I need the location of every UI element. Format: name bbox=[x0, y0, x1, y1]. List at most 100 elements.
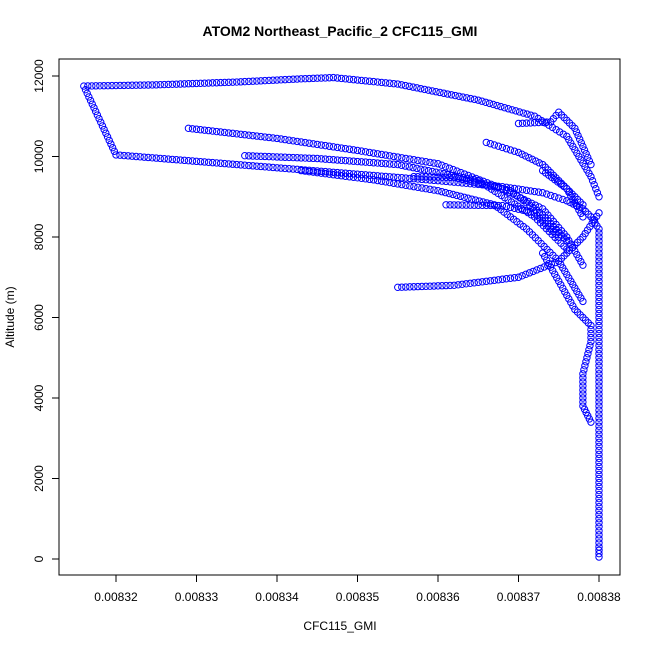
data-point bbox=[595, 273, 603, 281]
data-point bbox=[281, 164, 289, 173]
data-point bbox=[273, 134, 281, 143]
data-point bbox=[200, 126, 209, 134]
x-tick-label: 0.00834 bbox=[255, 590, 299, 604]
data-point bbox=[482, 201, 490, 210]
data-point bbox=[168, 80, 177, 88]
data-point bbox=[595, 454, 603, 463]
data-point bbox=[229, 78, 237, 86]
x-axis-ticks: 0.00832 0.00833 0.00834 0.00835 0.00836 0.008… bbox=[94, 575, 621, 604]
data-point bbox=[265, 76, 273, 85]
data-point bbox=[108, 143, 117, 152]
data-point bbox=[534, 118, 543, 127]
data-point bbox=[450, 173, 458, 182]
data-point bbox=[406, 283, 414, 291]
data-point bbox=[443, 90, 452, 98]
data-point bbox=[595, 193, 603, 201]
data-point bbox=[409, 83, 417, 91]
data-point bbox=[555, 128, 564, 136]
data-point bbox=[474, 96, 482, 104]
data-point bbox=[502, 145, 511, 153]
data-point bbox=[261, 163, 269, 171]
data-point bbox=[144, 153, 152, 162]
data-point bbox=[397, 161, 406, 170]
data-point bbox=[595, 535, 603, 543]
data-point bbox=[249, 162, 257, 170]
data-point bbox=[595, 418, 603, 426]
data-point bbox=[361, 148, 370, 156]
data-point bbox=[577, 209, 585, 218]
data-point bbox=[192, 125, 201, 133]
data-point bbox=[582, 358, 590, 366]
data-point bbox=[579, 374, 587, 382]
data-point bbox=[88, 82, 96, 90]
data-point bbox=[595, 502, 603, 511]
data-point bbox=[136, 153, 144, 161]
data-point bbox=[551, 270, 559, 278]
data-point bbox=[229, 160, 237, 168]
data-point bbox=[428, 87, 436, 95]
data-point bbox=[349, 157, 358, 165]
data-point bbox=[394, 283, 402, 292]
data-point bbox=[285, 136, 293, 144]
data-point bbox=[445, 164, 454, 172]
data-point bbox=[200, 158, 209, 166]
data-point bbox=[317, 141, 325, 149]
data-point bbox=[293, 137, 301, 146]
data-point bbox=[595, 257, 603, 265]
data-point bbox=[595, 309, 603, 318]
data-point bbox=[104, 81, 112, 90]
data-point bbox=[97, 118, 105, 126]
data-point bbox=[493, 101, 501, 110]
data-point bbox=[569, 302, 577, 310]
data-point bbox=[325, 74, 334, 82]
data-point bbox=[241, 151, 249, 160]
data-point bbox=[386, 79, 394, 87]
data-point bbox=[555, 277, 563, 285]
data-point bbox=[397, 81, 406, 89]
data-point bbox=[305, 154, 313, 162]
data-point bbox=[522, 207, 531, 215]
data-point bbox=[450, 281, 458, 289]
data-point bbox=[595, 346, 603, 354]
x-tick-label: 0.00838 bbox=[577, 590, 621, 604]
data-point bbox=[394, 160, 402, 169]
data-point bbox=[442, 177, 450, 186]
data-point bbox=[321, 169, 329, 178]
data-point bbox=[514, 119, 523, 128]
data-point bbox=[582, 149, 590, 158]
data-point bbox=[434, 160, 442, 168]
data-point bbox=[583, 354, 591, 362]
data-point bbox=[377, 172, 386, 180]
data-point bbox=[188, 125, 197, 133]
data-point bbox=[595, 241, 603, 249]
data-point bbox=[349, 75, 358, 84]
data-point bbox=[413, 84, 421, 92]
data-point bbox=[313, 168, 321, 177]
data-point bbox=[84, 82, 92, 90]
data-point bbox=[381, 151, 390, 159]
data-point bbox=[590, 180, 598, 189]
data-point bbox=[402, 181, 410, 189]
data-point bbox=[575, 254, 583, 262]
data-point bbox=[349, 173, 358, 181]
data-point bbox=[470, 279, 478, 287]
data-point bbox=[369, 171, 378, 180]
data-point bbox=[530, 187, 539, 196]
data-point bbox=[192, 157, 201, 166]
data-point bbox=[309, 168, 317, 176]
data-point bbox=[353, 146, 362, 155]
data-point bbox=[369, 77, 378, 86]
data-point bbox=[233, 78, 241, 86]
data-point bbox=[442, 281, 450, 290]
data-point bbox=[563, 245, 571, 253]
data-point bbox=[377, 78, 386, 87]
data-point bbox=[277, 76, 285, 84]
data-point bbox=[402, 174, 410, 182]
data-point bbox=[265, 163, 273, 171]
x-tick-label: 0.00835 bbox=[336, 590, 380, 604]
data-point bbox=[595, 402, 603, 410]
data-point bbox=[365, 77, 374, 85]
data-point bbox=[430, 173, 438, 181]
data-point bbox=[502, 275, 511, 283]
data-point bbox=[595, 398, 603, 406]
